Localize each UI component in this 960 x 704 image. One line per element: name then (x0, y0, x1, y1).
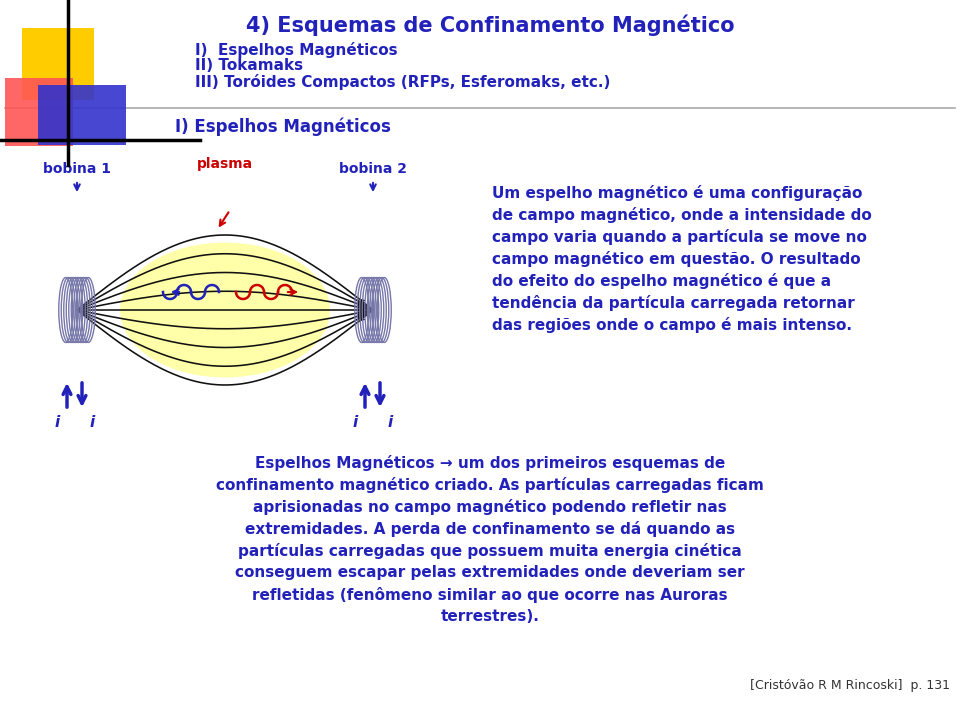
Text: conseguem escapar pelas extremidades onde deveriam ser: conseguem escapar pelas extremidades ond… (235, 565, 745, 580)
Text: campo varia quando a partícula se move no: campo varia quando a partícula se move n… (492, 229, 867, 245)
Text: confinamento magnético criado. As partículas carregadas ficam: confinamento magnético criado. As partíc… (216, 477, 764, 493)
Text: do efeito do espelho magnético é que a: do efeito do espelho magnético é que a (492, 273, 831, 289)
Bar (22, 28, 94, 100)
Text: I) Espelhos Magnéticos: I) Espelhos Magnéticos (175, 118, 391, 137)
Text: aprisionadas no campo magnético podendo refletir nas: aprisionadas no campo magnético podendo … (253, 499, 727, 515)
Text: partículas carregadas que possuem muita energia cinética: partículas carregadas que possuem muita … (238, 543, 742, 559)
Text: terrestres).: terrestres). (441, 609, 540, 624)
Text: tendência da partícula carregada retornar: tendência da partícula carregada retorna… (492, 295, 854, 311)
Text: bobina 1: bobina 1 (43, 162, 111, 176)
Ellipse shape (120, 242, 330, 377)
Text: [Cristóvão R M Rincoski]  p. 131: [Cristóvão R M Rincoski] p. 131 (750, 679, 950, 692)
Text: das regiões onde o campo é mais intenso.: das regiões onde o campo é mais intenso. (492, 317, 852, 333)
Text: refletidas (fenômeno similar ao que ocorre nas Auroras: refletidas (fenômeno similar ao que ocor… (252, 587, 728, 603)
Text: Um espelho magnético é uma configuração: Um espelho magnético é uma configuração (492, 185, 862, 201)
Text: i: i (352, 415, 358, 430)
Bar (5, 78, 73, 146)
Text: i: i (89, 415, 95, 430)
Text: I)  Espelhos Magnéticos: I) Espelhos Magnéticos (195, 42, 397, 58)
Text: bobina 2: bobina 2 (339, 162, 407, 176)
Text: Espelhos Magnéticos → um dos primeiros esquemas de: Espelhos Magnéticos → um dos primeiros e… (254, 455, 725, 471)
Text: de campo magnético, onde a intensidade do: de campo magnético, onde a intensidade d… (492, 207, 872, 223)
Text: extremidades. A perda de confinamento se dá quando as: extremidades. A perda de confinamento se… (245, 521, 735, 537)
Text: II) Tokamaks: II) Tokamaks (195, 58, 303, 73)
Text: plasma: plasma (197, 157, 253, 171)
Bar (38, 85, 126, 145)
Text: 4) Esquemas de Confinamento Magnético: 4) Esquemas de Confinamento Magnético (246, 14, 734, 35)
Text: campo magnético em questão. O resultado: campo magnético em questão. O resultado (492, 251, 860, 267)
Text: i: i (388, 415, 393, 430)
Text: i: i (55, 415, 60, 430)
Text: III) Toróides Compactos (RFPs, Esferomaks, etc.): III) Toróides Compactos (RFPs, Esferomak… (195, 74, 611, 90)
